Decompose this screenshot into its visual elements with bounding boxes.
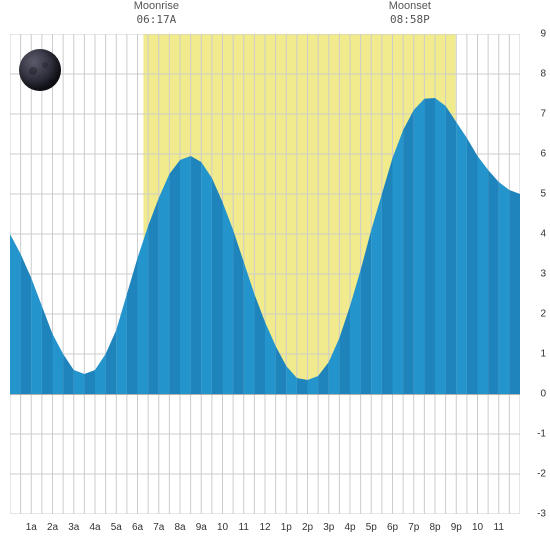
moonset-time: 08:58P: [389, 13, 431, 26]
y-axis: -3-2-10123456789: [522, 34, 546, 514]
x-tick: 5a: [111, 522, 122, 533]
x-tick: 9a: [196, 522, 207, 533]
y-tick: 3: [540, 269, 546, 280]
y-tick: 2: [540, 309, 546, 320]
x-tick: 4p: [344, 522, 355, 533]
x-tick: 2a: [47, 522, 58, 533]
y-tick: -3: [537, 509, 546, 520]
moonrise-label: Moonrise 06:17A: [134, 0, 179, 26]
x-tick: 1p: [281, 522, 292, 533]
x-tick: 3p: [323, 522, 334, 533]
y-tick: -1: [537, 429, 546, 440]
y-tick: 7: [540, 109, 546, 120]
x-tick: 4a: [89, 522, 100, 533]
x-tick: 3a: [68, 522, 79, 533]
x-tick: 6a: [132, 522, 143, 533]
y-tick: 8: [540, 69, 546, 80]
y-tick: 1: [540, 349, 546, 360]
x-axis: 1a 2a 3a 4a 5a 6a 7a 8a 9a 10 11 12 1p 2p 3p 4p 5p 6p 7p 8p…: [10, 522, 520, 540]
moonset-label: Moonset 08:58P: [389, 0, 431, 26]
y-tick: 5: [540, 189, 546, 200]
moonrise-time: 06:17A: [134, 13, 179, 26]
x-tick: 2p: [302, 522, 313, 533]
y-tick: 0: [540, 389, 546, 400]
x-tick: 9p: [451, 522, 462, 533]
tide-chart-container: Moonrise 06:17A Moonset 08:58P -3-2-1012…: [0, 0, 550, 550]
x-tick: 12: [259, 522, 270, 533]
x-tick: 11: [494, 522, 504, 533]
x-tick: 11: [239, 522, 249, 533]
x-tick: 8a: [174, 522, 185, 533]
x-tick: 10: [217, 522, 228, 533]
moonset-title: Moonset: [389, 0, 431, 13]
x-tick: 6p: [387, 522, 398, 533]
y-tick: 9: [540, 29, 546, 40]
top-labels: Moonrise 06:17A Moonset 08:58P: [0, 0, 550, 32]
moonrise-title: Moonrise: [134, 0, 179, 13]
y-tick: -2: [537, 469, 546, 480]
moon-icon: [19, 49, 61, 91]
x-tick: 7a: [153, 522, 164, 533]
x-tick: 8p: [429, 522, 440, 533]
x-tick: 1a: [26, 522, 37, 533]
x-tick: 7p: [408, 522, 419, 533]
y-tick: 6: [540, 149, 546, 160]
x-tick: 5p: [366, 522, 377, 533]
tide-chart: [10, 34, 520, 514]
x-tick: 10: [472, 522, 483, 533]
y-tick: 4: [540, 229, 546, 240]
